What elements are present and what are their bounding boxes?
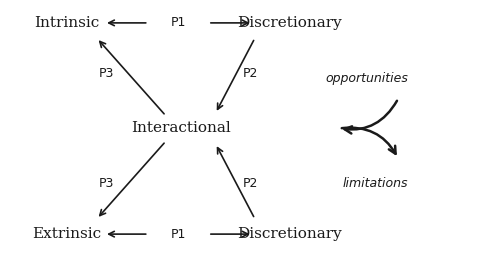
Text: Discretionary: Discretionary [237,16,342,30]
Text: P1: P1 [170,16,186,29]
Text: P3: P3 [99,67,114,80]
Text: limitations: limitations [342,177,408,190]
Text: Intrinsic: Intrinsic [34,16,100,30]
Text: P2: P2 [242,67,258,80]
Text: P1: P1 [170,228,186,241]
Text: opportunities: opportunities [326,72,408,85]
Text: Interactional: Interactional [131,122,230,135]
Text: P3: P3 [99,177,114,190]
Text: Discretionary: Discretionary [237,227,342,241]
Text: Extrinsic: Extrinsic [32,227,102,241]
Text: P2: P2 [242,177,258,190]
